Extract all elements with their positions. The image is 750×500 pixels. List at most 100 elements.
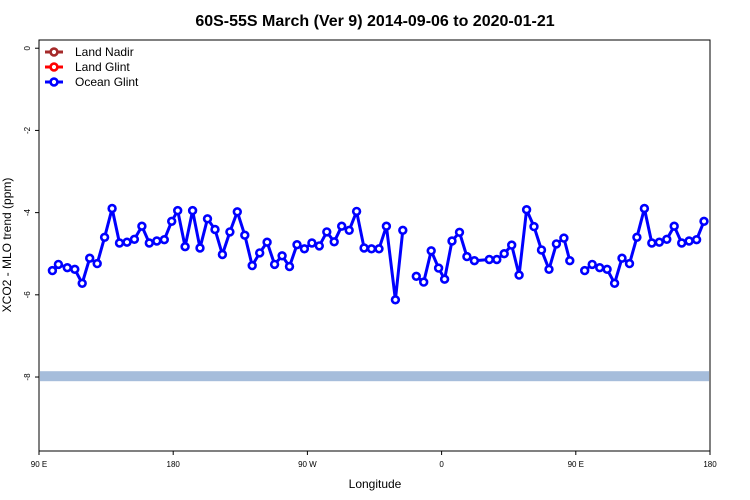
x-axis-ticks: 90 E 180 90 W 0 90 E 180: [31, 451, 717, 469]
data-point: [247, 260, 257, 271]
data-point: [299, 244, 310, 254]
x-tick-label: 0: [439, 460, 444, 469]
data-point: [322, 227, 332, 237]
data-point: [284, 261, 295, 272]
data-point: [462, 251, 472, 262]
data-point: [536, 245, 547, 255]
data-point: [359, 243, 369, 253]
data-point: [107, 203, 117, 214]
data-point: [137, 221, 147, 231]
chart-title: 60S-55S March (Ver 9) 2014-09-06 to 2020…: [195, 13, 554, 30]
legend-item: Land Nadir: [45, 45, 134, 59]
data-point: [351, 206, 362, 217]
legend-marker: [49, 77, 59, 87]
legend-label: Land Glint: [75, 60, 130, 74]
data-point: [307, 238, 317, 248]
data-point: [390, 295, 401, 305]
data-point: [521, 205, 532, 215]
data-point: [144, 238, 155, 248]
data-point: [426, 246, 436, 256]
data-point: [232, 207, 243, 217]
data-point: [262, 237, 272, 247]
data-point: [454, 227, 465, 238]
data-point: [647, 238, 657, 248]
data-point: [195, 243, 205, 253]
data-point: [92, 258, 102, 269]
y-axis-label: XCO2 - MLO trend (ppm): [0, 178, 14, 313]
data-point: [84, 253, 95, 263]
data-point: [187, 205, 198, 216]
data-point: [277, 251, 287, 261]
x-axis-label: Longitude: [349, 477, 402, 491]
data-point: [529, 221, 539, 232]
y-tick-label: -4: [23, 209, 32, 217]
x-tick-label: 90 W: [298, 460, 317, 469]
data-point: [314, 241, 324, 251]
reference-band-fill: [40, 371, 709, 382]
series-line: [583, 207, 706, 285]
data-point: [225, 227, 235, 237]
data-point: [484, 254, 494, 265]
data-point: [398, 225, 408, 236]
data-point: [269, 259, 280, 270]
data-point: [439, 274, 450, 284]
data-point: [167, 216, 177, 227]
data-point: [344, 225, 354, 236]
data-point: [609, 278, 620, 288]
data-point: [594, 263, 605, 273]
data-point: [240, 230, 250, 240]
data-point: [617, 253, 627, 263]
data-point: [662, 234, 672, 245]
data-point: [77, 278, 87, 288]
series-points: [47, 203, 709, 305]
legend-label: Land Nadir: [75, 45, 134, 59]
data-point: [381, 221, 392, 231]
data-point: [419, 277, 429, 287]
data-point: [433, 263, 444, 273]
data-point: [47, 265, 58, 276]
data-point: [366, 244, 377, 254]
data-point: [53, 259, 64, 270]
data-point: [676, 238, 687, 248]
data-point: [639, 203, 650, 214]
data-point: [551, 239, 562, 249]
data-point: [514, 270, 524, 280]
data-point: [499, 249, 509, 259]
legend-item: Land Glint: [45, 60, 130, 74]
data-point: [99, 232, 110, 243]
x-tick-label: 180: [167, 460, 181, 469]
data-point: [159, 235, 170, 245]
data-point: [669, 221, 679, 231]
data-point: [654, 237, 664, 247]
plot-frame: [38, 39, 711, 452]
data-point: [507, 240, 517, 250]
data-point: [152, 236, 162, 246]
data-point: [691, 235, 702, 245]
data-point: [559, 233, 569, 243]
data-point: [210, 224, 220, 235]
data-point: [579, 265, 590, 276]
data-point: [565, 256, 575, 266]
data-point: [114, 238, 125, 248]
data-point: [447, 236, 457, 246]
data-point: [492, 254, 502, 265]
data-point: [587, 259, 597, 270]
x-tick-label: 90 E: [31, 460, 47, 469]
legend-marker: [49, 62, 59, 72]
y-tick-label: 0: [23, 45, 32, 50]
y-axis-ticks: 0 -2 -4 -6 -8: [23, 45, 39, 381]
data-point: [544, 264, 554, 274]
data-point: [70, 264, 80, 274]
x-tick-label: 180: [703, 460, 717, 469]
data-point: [122, 237, 132, 247]
data-point: [129, 234, 140, 245]
data-point: [62, 263, 73, 273]
y-tick-label: -6: [23, 291, 32, 299]
y-tick-label: -8: [23, 373, 32, 381]
series-line: [51, 207, 405, 302]
data-point: [337, 221, 347, 231]
legend-marker: [49, 47, 59, 57]
legend-label: Ocean Glint: [75, 75, 139, 89]
data-point: [469, 256, 480, 266]
